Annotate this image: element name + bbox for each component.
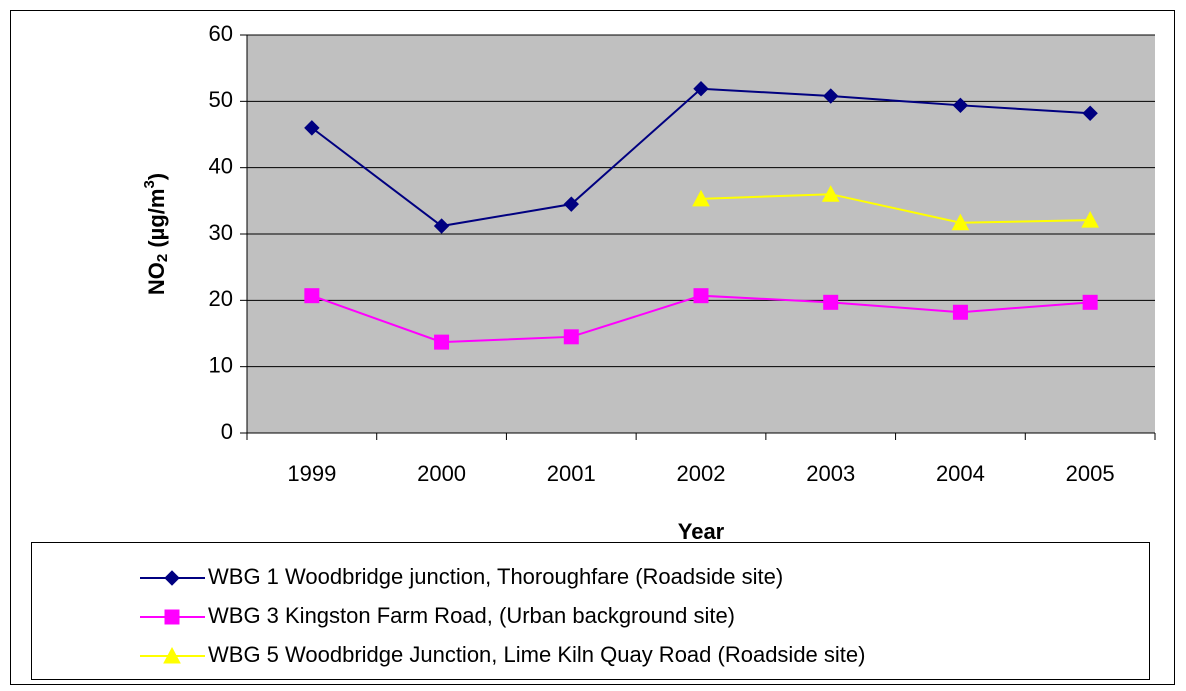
marker [952,304,968,320]
y-label-part: (µg/m [144,189,169,254]
legend-label: WBG 3 Kingston Farm Road, (Urban backgro… [208,603,735,628]
x-tick-label: 2001 [547,461,596,486]
y-tick-label: 20 [209,286,233,311]
marker [821,185,840,202]
marker [952,97,969,114]
y-tick-label: 40 [209,153,233,178]
y-tick-label: 0 [221,419,233,444]
marker [164,609,180,625]
marker [304,120,320,136]
marker [164,570,180,586]
y-label-part: ) [144,173,169,180]
legend-box [31,542,1150,680]
marker [693,81,709,97]
y-label-sub: 2 [154,254,171,262]
marker [951,213,970,231]
marker [1081,211,1099,228]
x-tick-label: 2005 [1066,461,1115,486]
y-tick-label: 30 [209,220,233,245]
marker [693,288,709,304]
marker [692,189,710,207]
y-tick-label: 50 [209,87,233,112]
y-axis-label: NO2 (µg/m3) [141,173,171,295]
marker [433,218,450,234]
marker [304,288,320,304]
x-tick-label: 2002 [677,461,726,486]
y-tick-label: 10 [209,352,233,377]
series-line [700,193,1091,224]
legend-label: WBG 5 Woodbridge Junction, Lime Kiln Qua… [208,642,865,667]
x-axis-label: Year [678,519,725,544]
x-tick-label: 2000 [417,461,466,486]
x-tick-label: 2004 [936,461,985,486]
marker [563,329,579,345]
x-tick-label: 2003 [806,461,855,486]
marker [823,88,839,104]
y-tick-label: 60 [209,21,233,46]
marker [1082,294,1098,310]
marker [823,294,839,310]
y-label-sup: 3 [141,180,158,188]
x-tick-label: 1999 [287,461,336,486]
marker [1082,105,1098,121]
marker [434,334,450,350]
marker [163,646,181,664]
legend-label: WBG 1 Woodbridge junction, Thoroughfare … [208,564,783,589]
marker [563,196,579,212]
y-label-part: NO [144,262,169,295]
